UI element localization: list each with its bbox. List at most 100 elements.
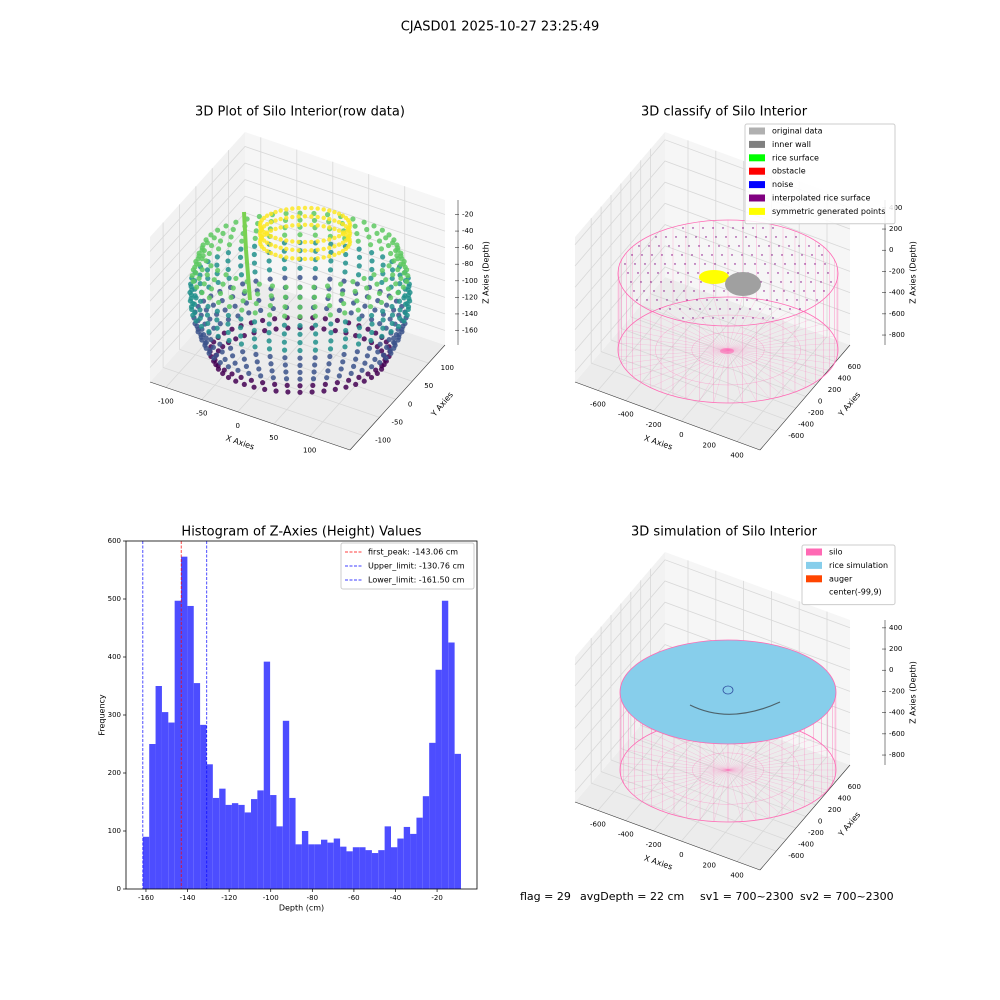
surface-point <box>633 290 635 292</box>
cloud-point <box>342 319 349 325</box>
cloud-point <box>327 276 333 282</box>
grid-line <box>640 580 826 794</box>
surface-point <box>719 308 721 310</box>
cloud-point <box>238 263 244 269</box>
surface-point <box>808 245 810 247</box>
cloud-point <box>405 273 411 279</box>
cloud-point <box>214 317 220 323</box>
cloud-point <box>283 210 289 217</box>
silo-wire <box>727 738 814 771</box>
silo-wire <box>727 300 771 351</box>
grid-line <box>179 204 380 418</box>
surface-point <box>813 290 815 292</box>
y-axis-label: Frequency <box>98 694 107 736</box>
surface-point <box>738 245 740 247</box>
z-axis-label: Z Axies (Depth) <box>909 241 918 304</box>
cloud-point <box>203 339 209 346</box>
cloud-point <box>336 233 342 239</box>
surface-point <box>723 290 725 292</box>
cloud-point <box>222 307 228 313</box>
cloud-point <box>215 299 222 306</box>
silo-top <box>619 639 837 745</box>
surface-point <box>680 281 682 283</box>
silo-wire <box>727 349 835 364</box>
cloud-point <box>377 359 383 366</box>
cloud-point <box>266 330 272 336</box>
cloud-point <box>310 376 317 382</box>
cloud-point <box>354 298 360 304</box>
cloud-point <box>199 247 205 253</box>
cloud-point <box>302 222 308 227</box>
cloud-point <box>336 220 342 225</box>
cloud-point <box>220 230 226 236</box>
cloud-point <box>389 303 395 310</box>
cloud-point <box>189 273 195 279</box>
cloud-point <box>233 219 239 225</box>
y-tick-label: 100 <box>108 827 121 835</box>
z-tick-label: -200 <box>889 687 905 695</box>
cloud-point <box>201 281 207 287</box>
z-tick-label: -400 <box>889 709 905 717</box>
silo-wire <box>727 769 822 797</box>
cloud-point <box>355 272 362 278</box>
cloud-point <box>273 252 278 257</box>
cloud-point <box>281 339 287 345</box>
surface-point <box>692 227 694 229</box>
cloud-point <box>204 267 211 273</box>
cloud-point <box>278 225 283 230</box>
cloud-point <box>297 265 303 271</box>
bar <box>263 661 271 889</box>
cloud-point <box>192 293 198 299</box>
surface-point <box>676 299 678 301</box>
silo-wire <box>660 349 729 393</box>
cloud-point <box>251 336 258 342</box>
cloud-point <box>378 299 385 306</box>
cloud-point <box>328 330 334 336</box>
cloud-point <box>364 285 370 291</box>
cloud-point <box>239 238 245 244</box>
cloud-point <box>402 293 408 299</box>
cloud-point <box>334 317 340 324</box>
grid-line <box>149 146 446 252</box>
surface-point <box>799 308 801 310</box>
surface-point <box>679 308 681 310</box>
silo-wire <box>727 349 824 377</box>
silo-wire <box>650 349 729 388</box>
cloud-point <box>284 238 289 243</box>
cloud-point <box>383 344 390 350</box>
cloud-point <box>324 283 331 289</box>
surface-point <box>777 272 779 274</box>
cloud-point <box>225 316 232 323</box>
cloud-point <box>266 346 273 352</box>
cloud-point <box>321 207 326 212</box>
cloud-point <box>402 301 409 307</box>
surface-point <box>727 272 729 274</box>
y-tick-label: 200 <box>828 386 841 394</box>
cloud-point <box>197 281 203 287</box>
silo-wire <box>713 349 729 403</box>
cloud-point <box>251 260 258 266</box>
x-tick-label: -140 <box>180 894 196 902</box>
cloud-point <box>354 349 360 355</box>
cloud-point <box>328 241 334 247</box>
cloud-point <box>341 278 347 284</box>
cloud-point <box>400 284 406 290</box>
cloud-point <box>290 223 295 228</box>
silo-wire <box>699 349 729 402</box>
cloud-point <box>332 252 337 257</box>
cloud-point <box>352 288 358 294</box>
cloud-point <box>214 262 220 268</box>
surface-point <box>677 272 679 274</box>
cloud-point <box>206 250 212 257</box>
cloud-point <box>312 232 318 238</box>
cloud-point <box>269 368 275 374</box>
cloud-point <box>284 382 290 389</box>
cloud-point <box>264 248 270 254</box>
cloud-point <box>343 384 349 390</box>
cloud-point <box>253 300 259 307</box>
surface-point <box>804 263 806 265</box>
cloud-point <box>356 333 362 339</box>
silo-wire <box>655 314 801 386</box>
surface-point <box>697 272 699 274</box>
cloud-point <box>313 331 319 337</box>
